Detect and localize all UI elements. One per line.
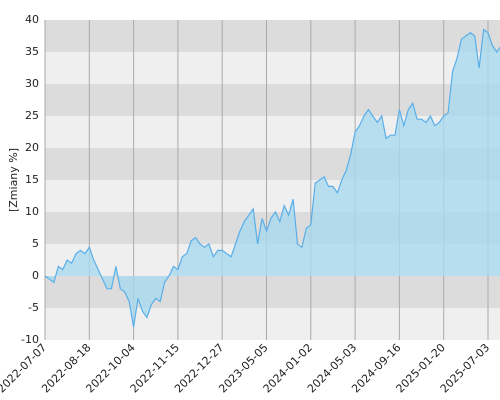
grid-band <box>45 84 500 116</box>
y-tick-label: 15 <box>25 173 39 186</box>
grid-band <box>45 308 500 340</box>
y-tick-label: 30 <box>25 77 39 90</box>
line <box>44 28 500 328</box>
grid-band <box>45 52 500 84</box>
y-tick-label: 5 <box>32 237 39 250</box>
y-tick-label: 40 <box>25 13 39 26</box>
y-tick-label: -5 <box>28 301 39 314</box>
y-tick-label: 10 <box>25 205 39 218</box>
y-tick-label: 35 <box>25 45 39 58</box>
y-tick-label: 0 <box>32 269 39 282</box>
area-fill <box>45 29 500 328</box>
y-tick-label: 20 <box>25 141 39 154</box>
grid-band <box>45 20 500 52</box>
y-tick-label: -10 <box>21 333 39 346</box>
y-axis-label: [Zmiany %] <box>7 148 20 212</box>
y-tick-label: 25 <box>25 109 39 122</box>
